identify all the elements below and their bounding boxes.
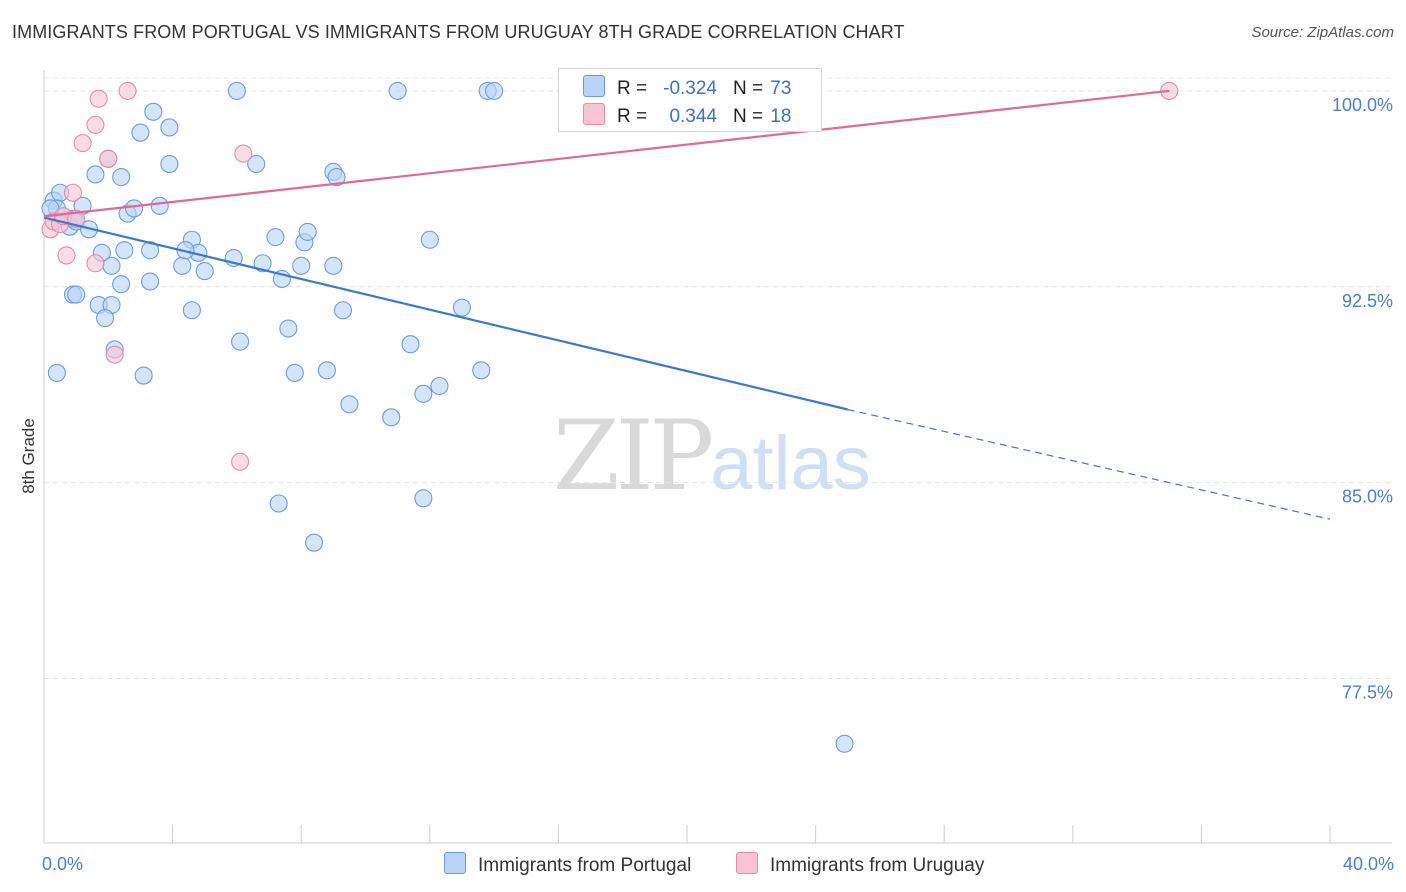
point-series0-25 — [115, 241, 134, 260]
y-tick-label-2: 85.0% — [1342, 487, 1393, 507]
bottom-legend-swatch-uruguay — [736, 852, 758, 874]
point-series0-68 — [292, 256, 311, 275]
bottom-legend-label-portugal: Immigrants from Portugal — [478, 855, 692, 876]
point-series0-54 — [285, 363, 304, 382]
legend-row-portugal: R = -0.324 N = 73 — [583, 75, 791, 100]
point-series0-46 — [231, 332, 250, 351]
point-series1-11 — [89, 89, 108, 108]
trend-line-series0 — [43, 216, 849, 411]
point-series0-62 — [414, 489, 433, 508]
point-series0-36 — [112, 275, 131, 294]
point-series0-31 — [266, 228, 285, 247]
point-series0-50 — [452, 298, 472, 317]
point-series1-4 — [63, 183, 82, 202]
point-series0-57 — [414, 384, 433, 403]
correlation-legend: R = -0.324 N = 73 R = 0.344 N = 18 — [558, 68, 822, 132]
legend-r-label: R = — [617, 78, 648, 99]
point-series0-60 — [382, 408, 401, 427]
x-tick-label-1: 40.0% — [1343, 854, 1394, 874]
point-series1-7 — [86, 254, 105, 273]
watermark-zip: ZIP — [553, 400, 714, 512]
point-series0-63 — [305, 533, 324, 552]
y-axis-title: 8th Grade — [19, 418, 38, 494]
bottom-legend-uruguay: Immigrants from Uruguay — [736, 852, 984, 877]
point-series0-30 — [253, 254, 272, 273]
trend-line-extension-series0 — [847, 408, 1331, 520]
point-series0-21 — [160, 154, 179, 174]
point-series0-67 — [195, 262, 214, 281]
point-series0-44 — [96, 309, 115, 328]
legend-swatch-portugal — [583, 75, 605, 97]
legend-swatch-uruguay — [583, 103, 605, 125]
legend-row-uruguay: R = 0.344 N = 18 — [583, 103, 791, 128]
point-series0-16 — [227, 81, 246, 100]
legend-n-value-portugal: 73 — [770, 78, 792, 99]
bottom-legend-swatch-portugal — [444, 852, 466, 874]
point-series0-52 — [47, 363, 66, 382]
point-series0-64 — [835, 734, 854, 753]
point-series1-10 — [86, 115, 105, 134]
y-tick-label-0: 100.0% — [1332, 95, 1393, 115]
point-series0-26 — [141, 241, 160, 260]
point-series0-70 — [327, 168, 346, 187]
y-tick-label-1: 92.5% — [1342, 291, 1393, 311]
source-note: Source: ZipAtlas.com — [1251, 24, 1394, 41]
legend-n-label: N = — [733, 78, 764, 99]
point-series0-37 — [141, 272, 160, 291]
y-tick-label-3: 77.5% — [1342, 682, 1393, 702]
point-series0-14 — [144, 102, 163, 121]
point-series1-12 — [99, 149, 118, 168]
point-series0-47 — [279, 319, 298, 338]
point-series0-45 — [182, 301, 201, 320]
watermark: ZIPatlas — [553, 400, 871, 512]
point-series0-41 — [67, 285, 86, 304]
point-series0-71 — [247, 154, 266, 174]
point-series0-58 — [430, 376, 449, 396]
point-series1-8 — [105, 345, 124, 364]
legend-n-label: N = — [733, 106, 764, 127]
point-series1-14 — [234, 144, 253, 163]
point-series0-56 — [472, 361, 491, 380]
point-series0-38 — [102, 256, 121, 275]
chart-title: IMMIGRANTS FROM PORTUGAL VS IMMIGRANTS F… — [12, 22, 905, 42]
point-series0-8 — [86, 165, 105, 184]
point-series0-15 — [160, 118, 179, 137]
x-tick-label-0: 0.0% — [42, 854, 83, 874]
point-series1-15 — [231, 452, 250, 471]
legend-r-value-uruguay: 0.344 — [669, 106, 717, 127]
legend-n-value-uruguay: 18 — [770, 106, 792, 127]
trend-line-series1 — [43, 89, 1170, 218]
point-series1-13 — [118, 81, 137, 100]
point-series0-17 — [388, 81, 407, 100]
point-series0-34 — [324, 256, 343, 275]
point-series0-33 — [298, 222, 317, 241]
point-series0-59 — [340, 395, 359, 414]
point-series0-61 — [269, 494, 288, 513]
point-series0-39 — [173, 256, 192, 275]
point-series0-49 — [401, 335, 420, 354]
legend-r-value-portugal: -0.324 — [663, 78, 717, 99]
point-series0-12 — [124, 199, 144, 218]
bottom-legend-label-uruguay: Immigrants from Uruguay — [770, 855, 985, 876]
bottom-legend-portugal: Immigrants from Portugal — [444, 852, 691, 877]
point-series0-55 — [317, 361, 336, 380]
point-series0-48 — [333, 301, 353, 320]
point-series0-19 — [485, 81, 504, 100]
point-series1-6 — [57, 246, 76, 265]
point-series0-22 — [150, 196, 169, 215]
legend-r-label: R = — [617, 106, 648, 127]
point-series0-13 — [131, 123, 150, 142]
watermark-atlas: atlas — [710, 421, 871, 506]
point-series1-9 — [73, 134, 92, 153]
point-series0-10 — [112, 168, 131, 187]
point-series0-35 — [420, 230, 439, 249]
point-series0-53 — [134, 366, 153, 385]
